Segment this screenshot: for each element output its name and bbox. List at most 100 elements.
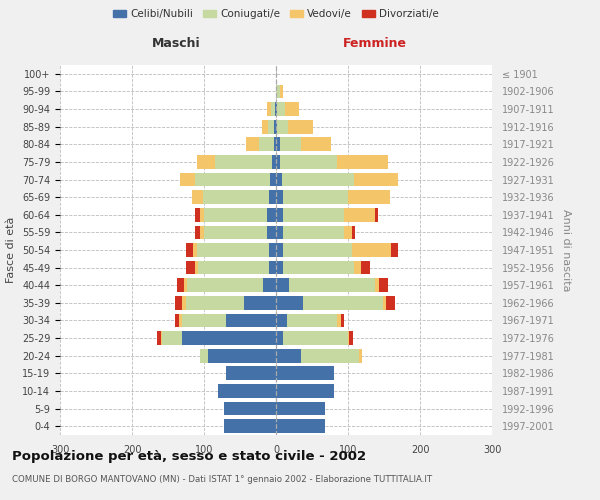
Bar [192,190,203,204]
Bar [161,331,162,345]
Bar [218,384,276,398]
Bar [348,190,390,204]
Bar [276,384,334,398]
Bar [344,226,352,239]
Bar [162,331,182,345]
Text: Femmine: Femmine [343,37,407,50]
Bar [276,172,282,186]
Bar [204,208,268,222]
Bar [391,243,398,257]
Bar [283,208,344,222]
Bar [263,278,276,292]
Bar [287,314,337,328]
Bar [200,349,208,362]
Bar [276,314,287,328]
Bar [186,260,194,274]
Bar [386,296,395,310]
Bar [184,278,187,292]
Bar [277,120,288,134]
Bar [180,172,194,186]
Bar [289,278,376,292]
Bar [280,138,301,151]
Text: Maschi: Maschi [152,37,201,50]
Bar [224,420,276,433]
Bar [276,155,280,169]
Bar [194,208,200,222]
Bar [187,278,263,292]
Bar [288,120,313,134]
Bar [283,243,352,257]
Bar [268,226,276,239]
Bar [284,102,299,116]
Bar [352,243,391,257]
Legend: Celibi/Nubili, Coniugati/e, Vedovi/e, Divorziati/e: Celibi/Nubili, Coniugati/e, Vedovi/e, Di… [109,5,443,24]
Bar [379,278,388,292]
Bar [349,331,353,345]
Bar [359,349,362,362]
Bar [344,208,374,222]
Bar [341,314,344,328]
Bar [204,226,268,239]
Bar [186,296,244,310]
Bar [276,84,280,98]
Bar [276,349,301,362]
Bar [276,278,289,292]
Bar [276,243,283,257]
Bar [374,208,378,222]
Bar [361,260,370,274]
Bar [301,349,359,362]
Bar [247,138,259,151]
Bar [175,296,182,310]
Bar [283,190,348,204]
Text: Popolazione per età, sesso e stato civile - 2002: Popolazione per età, sesso e stato civil… [12,450,366,463]
Bar [276,190,283,204]
Bar [182,331,276,345]
Bar [194,226,200,239]
Bar [262,120,268,134]
Bar [197,155,215,169]
Bar [271,102,275,116]
Bar [337,314,341,328]
Bar [276,366,334,380]
Bar [348,331,349,345]
Bar [224,402,276,415]
Bar [215,155,272,169]
Bar [276,226,283,239]
Bar [200,208,204,222]
Bar [193,243,197,257]
Bar [283,331,348,345]
Bar [383,296,386,310]
Bar [244,296,276,310]
Bar [203,190,269,204]
Bar [179,314,182,328]
Bar [277,102,284,116]
Bar [274,138,276,151]
Bar [276,296,304,310]
Bar [304,296,383,310]
Bar [276,420,325,433]
Bar [276,402,325,415]
Bar [354,172,398,186]
Bar [194,260,198,274]
Bar [301,138,331,151]
Bar [376,278,379,292]
Bar [226,314,276,328]
Bar [208,349,276,362]
Bar [282,172,354,186]
Bar [194,172,270,186]
Bar [280,84,283,98]
Bar [259,138,274,151]
Bar [283,226,344,239]
Bar [272,155,276,169]
Bar [337,155,388,169]
Bar [276,260,283,274]
Bar [352,226,355,239]
Bar [269,243,276,257]
Bar [198,260,269,274]
Bar [157,331,161,345]
Bar [276,120,277,134]
Bar [269,190,276,204]
Bar [276,208,283,222]
Text: COMUNE DI BORGO MANTOVANO (MN) - Dati ISTAT 1° gennaio 2002 - Elaborazione TUTTI: COMUNE DI BORGO MANTOVANO (MN) - Dati IS… [12,475,432,484]
Y-axis label: Fasce di età: Fasce di età [7,217,16,283]
